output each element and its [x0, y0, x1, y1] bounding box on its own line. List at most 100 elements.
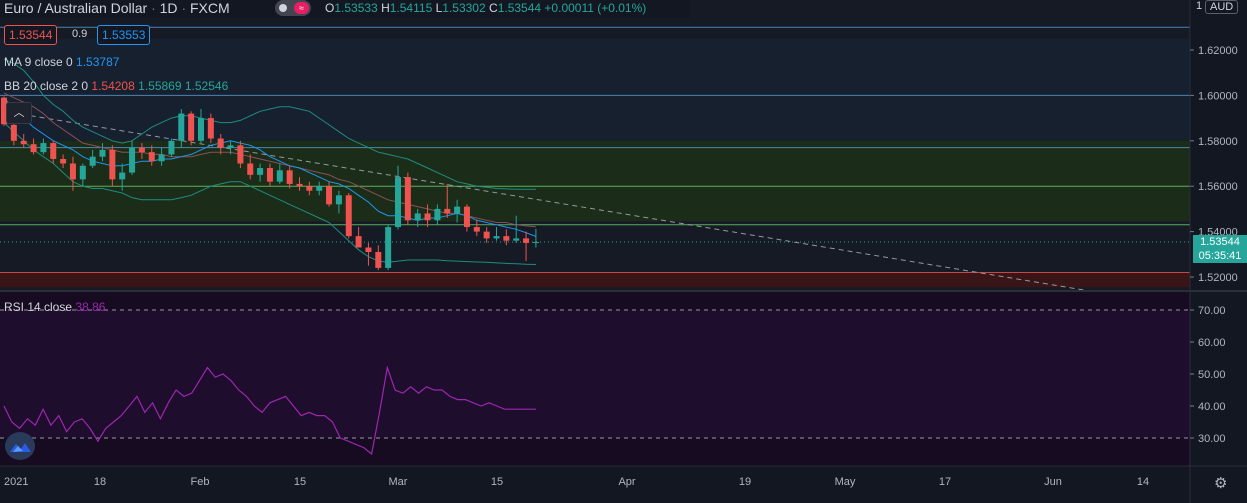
price-axis-top-tick: 1 — [1196, 0, 1203, 12]
ma-legend[interactable]: MA 9 close 0 1.53787 — [4, 55, 119, 69]
candle-body — [414, 213, 421, 221]
close-value: 1.53544 — [497, 1, 542, 15]
candle-body — [69, 163, 76, 180]
candle-body — [434, 208, 441, 221]
time-axis-tick: 18 — [94, 476, 106, 488]
low-label: L — [435, 1, 443, 15]
bar-countdown: 05:35:41 — [1198, 250, 1242, 262]
candle-body — [503, 236, 510, 241]
candle-body — [237, 145, 244, 164]
candle-body — [119, 172, 126, 180]
buy-button[interactable]: 1.53553 — [97, 25, 151, 45]
ma-legend-label: MA 9 close 0 — [4, 55, 73, 69]
candle-body — [365, 247, 372, 253]
candle-body — [20, 140, 27, 145]
candle-body — [148, 152, 155, 162]
candle-body — [532, 242, 539, 244]
rsi-legend-value: 38.86 — [75, 300, 106, 314]
candle-body — [483, 231, 490, 239]
rsi-legend[interactable]: RSI 14 close 38.86 — [4, 300, 105, 314]
toggle-dot-icon — [279, 4, 287, 12]
time-axis-tick: 15 — [294, 476, 306, 488]
currency-badge[interactable]: AUD — [1205, 0, 1239, 14]
rsi-axis-tick: 50.00 — [1198, 369, 1226, 381]
rsi-axis-tick: 70.00 — [1198, 305, 1226, 317]
time-axis-tick: 2021 — [4, 476, 28, 488]
candle-body — [316, 186, 323, 191]
candle-body — [129, 147, 136, 173]
time-axis-tick: Feb — [191, 476, 210, 488]
candle-body — [10, 124, 17, 141]
bb-upper-line — [3, 58, 536, 190]
bb-upper-value: 1.55869 — [138, 79, 182, 93]
time-axis-tick: Apr — [618, 476, 635, 488]
bb-lower-value: 1.52546 — [184, 79, 229, 93]
candle-body — [523, 238, 530, 243]
time-axis-bg — [0, 466, 1190, 503]
last-price-value: 1.53544 — [1200, 236, 1240, 248]
chart-toggle-button[interactable]: ≈ — [275, 0, 311, 16]
low-value: 1.53302 — [442, 1, 486, 15]
interval-label: 1D — [159, 0, 178, 16]
candle-body — [217, 138, 224, 148]
candle-body — [326, 186, 333, 205]
time-axis-tick: Jun — [1044, 476, 1062, 488]
candle-body — [207, 118, 214, 139]
rsi-axis-tick: 30.00 — [1198, 433, 1226, 445]
candle-body — [188, 113, 195, 141]
candle-body — [1, 97, 7, 125]
candle-body — [79, 165, 86, 180]
candle-body — [345, 195, 352, 237]
high-value: 1.54115 — [389, 1, 433, 15]
symbol-name: Euro / Australian Dollar — [4, 0, 148, 16]
candle-body — [404, 177, 411, 221]
collapse-legend-button[interactable]: ︿ — [6, 102, 32, 124]
candle-body — [444, 208, 451, 214]
candle-body — [424, 213, 431, 221]
candle-body — [355, 236, 362, 248]
settings-gear-icon[interactable]: ⚙ — [1214, 475, 1228, 492]
candle-body — [493, 236, 500, 239]
candle-body — [276, 170, 283, 182]
candle-body — [89, 156, 96, 166]
bb-legend[interactable]: BB 20 close 2 0 1.54208 1.55869 1.52546 — [4, 79, 228, 93]
candle-body — [385, 227, 392, 268]
price-axis-tick: 1.60000 — [1198, 90, 1238, 102]
price-axis-tick: 1.62000 — [1198, 45, 1238, 57]
price-zone — [0, 140, 1190, 222]
candle-body — [168, 140, 175, 155]
open-value: 1.53533 — [334, 1, 378, 15]
bb-basis-value: 1.54208 — [91, 79, 135, 93]
tradingview-logo-icon[interactable] — [5, 432, 35, 460]
price-axis-tick: 1.58000 — [1198, 136, 1238, 148]
candle-body — [266, 168, 273, 182]
candle-body — [178, 113, 185, 141]
candle-body — [40, 143, 47, 153]
candle-body — [463, 206, 470, 228]
open-label: O — [325, 1, 335, 15]
candle-body — [335, 195, 342, 205]
candle-body — [227, 145, 234, 148]
time-axis-tick: 17 — [939, 476, 951, 488]
symbol-title[interactable]: Euro / Australian Dollar · 1D · FXCM — [4, 0, 230, 16]
candle-body — [99, 149, 106, 157]
rsi-axis-tick: 40.00 — [1198, 401, 1226, 413]
sell-button[interactable]: 1.53544 — [4, 25, 58, 45]
rsi-legend-label: RSI 14 close — [4, 300, 73, 314]
change-value: +0.00011 (+0.01%) — [544, 1, 647, 15]
high-label: H — [381, 1, 390, 15]
price-axis-tick: 1.52000 — [1198, 272, 1238, 284]
candle-body — [257, 168, 264, 175]
candle-body — [395, 177, 401, 228]
rsi-line — [3, 365, 536, 456]
candle-body — [138, 147, 145, 153]
candle-body — [198, 118, 204, 141]
rsi-band-bg — [0, 310, 1190, 438]
candle-body — [286, 170, 293, 184]
close-label: C — [489, 1, 498, 15]
time-axis-tick: 15 — [491, 476, 503, 488]
candle-body — [158, 154, 165, 162]
time-axis-tick: 19 — [739, 476, 751, 488]
header-bar — [0, 0, 690, 18]
